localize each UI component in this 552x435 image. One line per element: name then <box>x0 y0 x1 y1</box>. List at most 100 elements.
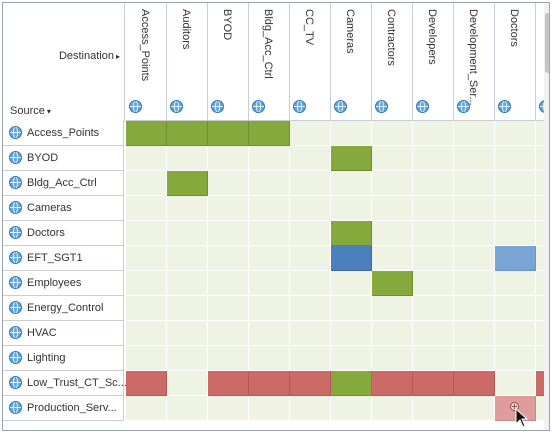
policy-cell[interactable] <box>208 346 249 371</box>
policy-cell[interactable] <box>454 171 495 196</box>
policy-cell[interactable] <box>413 396 454 421</box>
policy-cell[interactable] <box>126 221 167 246</box>
row-header[interactable]: HVAC <box>3 321 124 346</box>
policy-cell[interactable] <box>413 246 454 271</box>
policy-cell[interactable] <box>372 196 413 221</box>
policy-cell[interactable] <box>372 396 413 421</box>
policy-cell[interactable] <box>495 371 536 396</box>
policy-cell[interactable] <box>249 296 290 321</box>
policy-cell[interactable] <box>495 346 536 371</box>
policy-cell[interactable] <box>126 271 167 296</box>
policy-cell[interactable] <box>331 171 372 196</box>
row-header[interactable]: Energy_Control <box>3 296 124 321</box>
policy-cell[interactable] <box>167 296 208 321</box>
policy-cell[interactable] <box>290 246 331 271</box>
policy-cell[interactable] <box>249 271 290 296</box>
column-header[interactable]: Contractors <box>372 3 413 121</box>
row-header[interactable]: Cameras <box>3 196 124 221</box>
column-header[interactable]: BYOD <box>208 3 249 121</box>
policy-cell[interactable] <box>331 371 372 396</box>
policy-cell[interactable] <box>495 121 536 146</box>
policy-cell[interactable] <box>413 321 454 346</box>
policy-cell[interactable] <box>249 246 290 271</box>
column-header[interactable]: Development_Ser... <box>454 3 495 121</box>
policy-cell[interactable] <box>495 246 536 271</box>
row-header[interactable]: BYOD <box>3 146 124 171</box>
policy-cell[interactable] <box>331 246 372 271</box>
column-header[interactable]: Auditors <box>167 3 208 121</box>
policy-cell[interactable] <box>249 121 290 146</box>
vertical-scrollbar[interactable] <box>544 3 549 430</box>
policy-cell[interactable] <box>290 271 331 296</box>
policy-cell[interactable] <box>331 146 372 171</box>
column-header[interactable]: CC_TV <box>290 3 331 121</box>
policy-cell[interactable] <box>454 271 495 296</box>
policy-cell[interactable] <box>372 346 413 371</box>
policy-cell[interactable] <box>495 146 536 171</box>
policy-cell[interactable] <box>167 246 208 271</box>
policy-cell[interactable] <box>290 396 331 421</box>
policy-cell[interactable] <box>208 271 249 296</box>
policy-cell[interactable] <box>495 221 536 246</box>
policy-cell[interactable] <box>413 271 454 296</box>
policy-cell[interactable] <box>331 221 372 246</box>
policy-cell[interactable] <box>249 196 290 221</box>
policy-cell[interactable] <box>454 146 495 171</box>
policy-cell[interactable] <box>167 196 208 221</box>
policy-cell[interactable] <box>495 296 536 321</box>
policy-cell[interactable] <box>331 196 372 221</box>
policy-cell[interactable] <box>126 371 167 396</box>
column-header[interactable]: Cameras <box>331 3 372 121</box>
policy-cell[interactable] <box>167 221 208 246</box>
column-header[interactable]: Doctors <box>495 3 536 121</box>
policy-cell[interactable] <box>413 146 454 171</box>
policy-cell[interactable] <box>413 196 454 221</box>
policy-cell[interactable] <box>126 321 167 346</box>
policy-cell[interactable] <box>372 171 413 196</box>
policy-cell[interactable] <box>249 221 290 246</box>
policy-cell[interactable] <box>249 396 290 421</box>
policy-cell[interactable] <box>290 121 331 146</box>
policy-cell[interactable] <box>413 221 454 246</box>
source-header[interactable]: Source ▾ <box>10 105 51 117</box>
row-header[interactable]: Lighting <box>3 346 124 371</box>
scrollbar-thumb[interactable] <box>545 13 549 73</box>
row-header[interactable]: Low_Trust_CT_Sc... <box>3 371 127 396</box>
policy-cell[interactable] <box>290 346 331 371</box>
policy-cell[interactable] <box>249 371 290 396</box>
policy-cell[interactable] <box>167 321 208 346</box>
column-header[interactable]: Bldg_Acc_Ctrl <box>249 3 290 121</box>
policy-cell[interactable] <box>208 146 249 171</box>
policy-cell[interactable] <box>413 371 454 396</box>
policy-cell[interactable] <box>372 221 413 246</box>
row-header[interactable]: Employees <box>3 271 124 296</box>
policy-cell[interactable] <box>454 121 495 146</box>
policy-cell[interactable] <box>331 321 372 346</box>
policy-cell[interactable] <box>126 396 167 421</box>
policy-cell[interactable] <box>290 196 331 221</box>
policy-cell[interactable] <box>208 221 249 246</box>
column-header[interactable]: Developers <box>413 3 454 121</box>
policy-cell[interactable] <box>454 196 495 221</box>
policy-cell[interactable] <box>208 321 249 346</box>
policy-cell[interactable] <box>126 246 167 271</box>
policy-cell[interactable] <box>208 296 249 321</box>
policy-cell[interactable] <box>126 146 167 171</box>
policy-cell[interactable] <box>167 371 208 396</box>
policy-cell[interactable] <box>495 321 536 346</box>
policy-cell[interactable] <box>249 146 290 171</box>
policy-cell[interactable] <box>290 296 331 321</box>
policy-cell[interactable] <box>454 371 495 396</box>
policy-cell[interactable] <box>290 171 331 196</box>
policy-cell[interactable] <box>413 346 454 371</box>
policy-cell[interactable] <box>413 296 454 321</box>
row-header[interactable]: Bldg_Acc_Ctrl <box>3 171 124 196</box>
policy-cell[interactable] <box>331 296 372 321</box>
destination-header[interactable]: Destination ▸ <box>58 50 120 62</box>
policy-cell[interactable] <box>454 221 495 246</box>
policy-cell[interactable] <box>372 246 413 271</box>
policy-cell[interactable] <box>413 171 454 196</box>
policy-cell[interactable] <box>454 246 495 271</box>
row-header[interactable]: Doctors <box>3 221 124 246</box>
policy-cell[interactable] <box>454 296 495 321</box>
